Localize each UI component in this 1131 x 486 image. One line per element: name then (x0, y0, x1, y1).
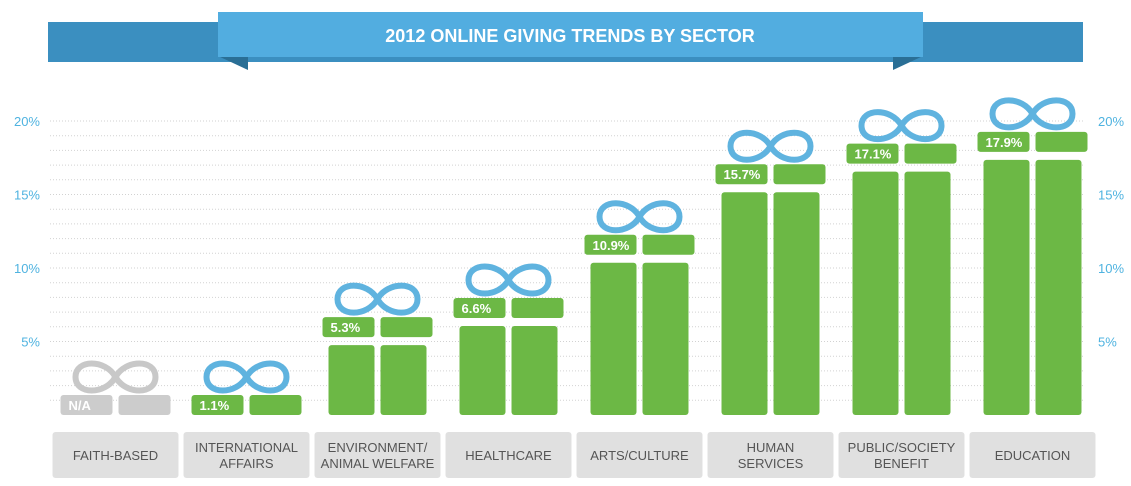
category-label-text: ANIMAL WELFARE (321, 456, 435, 471)
category-label-text: EDUCATION (995, 448, 1071, 463)
y-tick-label-left: 20% (14, 114, 40, 129)
y-axis-left: 5% 10% 15% 20% (14, 114, 40, 350)
ribbon-bow-icon (334, 282, 421, 316)
category-label: FAITH-BASED (52, 432, 179, 478)
bar (322, 317, 433, 415)
bar (977, 131, 1088, 415)
bar (846, 143, 957, 415)
bar-group: N/A (60, 360, 171, 415)
category-label: ENVIRONMENT/ANIMAL WELFARE (314, 432, 441, 478)
category-label-text: FAITH-BASED (73, 448, 158, 463)
bar-group: 1.1% (191, 360, 302, 415)
banner-center (218, 12, 923, 57)
value-label: 17.1% (855, 147, 892, 162)
category-label-text: PUBLIC/SOCIETY (848, 440, 956, 455)
ribbon-bow-icon (465, 263, 552, 297)
y-tick-label-right: 5% (1098, 335, 1117, 350)
bar-group: 17.9% (977, 97, 1088, 415)
y-tick-label-left: 15% (14, 188, 40, 203)
y-tick-label-right: 15% (1098, 188, 1124, 203)
category-label-text: SERVICES (738, 456, 804, 471)
ribbon-bow-icon (727, 129, 814, 163)
category-label-text: ARTS/CULTURE (590, 448, 689, 463)
y-tick-label-left: 10% (14, 261, 40, 276)
value-label: 6.6% (462, 301, 492, 316)
category-label: HEALTHCARE (445, 432, 572, 478)
category-labels: FAITH-BASEDINTERNATIONALAFFAIRSENVIRONME… (52, 432, 1096, 478)
ribbon-bow-icon (858, 109, 945, 142)
title-banner: 2012 ONLINE GIVING TRENDS BY SECTOR (48, 12, 1083, 70)
y-axis-right: 5% 10% 15% 20% (1098, 114, 1124, 350)
category-label-text: HEALTHCARE (465, 448, 552, 463)
ribbon-bow-icon (596, 200, 683, 234)
category-label-text: INTERNATIONAL (195, 440, 298, 455)
bar (191, 395, 302, 415)
bar-group: 5.3% (322, 282, 433, 415)
value-label: 5.3% (331, 320, 361, 335)
value-label: N/A (69, 398, 92, 413)
category-label-text: ENVIRONMENT/ (328, 440, 428, 455)
category-label: EDUCATION (969, 432, 1096, 478)
banner-fold-right (893, 56, 923, 70)
ribbon-bow-icon (989, 97, 1076, 131)
bar (584, 234, 695, 415)
category-label-text: AFFAIRS (219, 456, 274, 471)
category-label: ARTS/CULTURE (576, 432, 703, 478)
ribbon-bow-icon (72, 360, 159, 394)
bars: N/A 1.1% 5.3% 6.6% 10.9% 15.7% 17.1% 17.9% (60, 97, 1088, 415)
bar-group: 15.7% (715, 129, 826, 415)
y-tick-label-left: 5% (21, 335, 40, 350)
bar (453, 297, 564, 415)
bar-group: 10.9% (584, 200, 695, 415)
value-label: 17.9% (986, 135, 1023, 150)
bar-group: 17.1% (846, 109, 957, 415)
bar-group: 6.6% (453, 263, 564, 415)
value-label: 1.1% (200, 398, 230, 413)
y-tick-label-right: 10% (1098, 261, 1124, 276)
ribbon-bow-icon (203, 360, 290, 394)
bar (715, 164, 826, 415)
bar-na (60, 395, 171, 415)
y-tick-label-right: 20% (1098, 114, 1124, 129)
category-label-text: HUMAN (747, 440, 795, 455)
category-label-text: BENEFIT (874, 456, 929, 471)
banner-fold-left (218, 56, 248, 70)
chart-title: 2012 ONLINE GIVING TRENDS BY SECTOR (385, 26, 754, 46)
value-label: 10.9% (593, 238, 630, 253)
value-label: 15.7% (724, 167, 761, 182)
